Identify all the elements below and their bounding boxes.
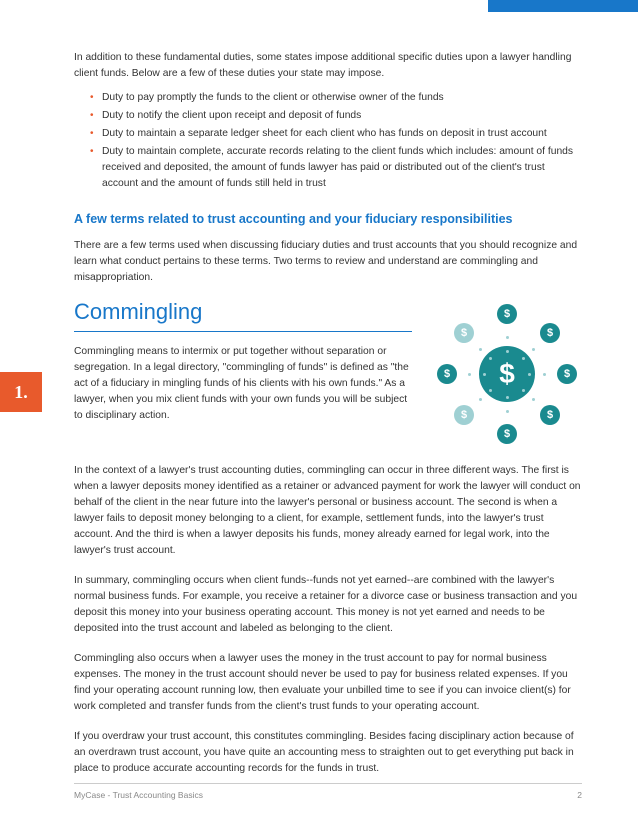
connector-dot	[506, 336, 509, 339]
connector-dot	[479, 398, 482, 401]
connector-dot	[489, 389, 492, 392]
dollar-icon: $	[454, 405, 474, 425]
paragraph-5: If you overdraw your trust account, this…	[74, 729, 582, 777]
term-heading: Commingling	[74, 299, 412, 325]
dollar-icon: $	[497, 424, 517, 444]
paragraph-3: In summary, commingling occurs when clie…	[74, 573, 582, 637]
dollar-icon: $	[540, 323, 560, 343]
connector-dot	[543, 373, 546, 376]
list-item: Duty to notify the client upon receipt a…	[90, 108, 582, 124]
connector-dot	[506, 410, 509, 413]
section-number-label: 1.	[14, 382, 28, 403]
intro-paragraph: In addition to these fundamental duties,…	[74, 50, 582, 82]
connector-dot	[532, 398, 535, 401]
dollar-icon: $	[497, 304, 517, 324]
term-text-block: Commingling Commingling means to intermi…	[74, 299, 412, 424]
money-diagram: $ $$$$$$$$	[432, 299, 582, 449]
connector-dot	[532, 348, 535, 351]
dollar-icon: $	[540, 405, 560, 425]
section-heading: A few terms related to trust accounting …	[74, 212, 582, 226]
connector-dot	[522, 389, 525, 392]
connector-dot	[479, 348, 482, 351]
page-footer: MyCase - Trust Accounting Basics 2	[74, 783, 582, 800]
dollar-icon: $	[437, 364, 457, 384]
connector-dot	[506, 396, 509, 399]
connector-dot	[468, 373, 471, 376]
section-number-tab: 1.	[0, 372, 42, 412]
footer-page-number: 2	[577, 790, 582, 800]
dollar-icon: $	[479, 346, 535, 402]
term-row: Commingling Commingling means to intermi…	[74, 299, 582, 449]
list-item: Duty to maintain complete, accurate reco…	[90, 144, 582, 192]
paragraph-4: Commingling also occurs when a lawyer us…	[74, 651, 582, 715]
connector-dot	[506, 350, 509, 353]
term-paragraph-1: Commingling means to intermix or put tog…	[74, 344, 412, 424]
page-content: In addition to these fundamental duties,…	[0, 0, 638, 821]
list-item: Duty to pay promptly the funds to the cl…	[90, 90, 582, 106]
dollar-icon: $	[557, 364, 577, 384]
connector-dot	[483, 373, 486, 376]
dollar-icon: $	[454, 323, 474, 343]
list-item: Duty to maintain a separate ledger sheet…	[90, 126, 582, 142]
term-underline	[74, 331, 412, 332]
duties-list: Duty to pay promptly the funds to the cl…	[74, 90, 582, 192]
section-intro-paragraph: There are a few terms used when discussi…	[74, 238, 582, 286]
paragraph-2: In the context of a lawyer's trust accou…	[74, 463, 582, 559]
footer-title: MyCase - Trust Accounting Basics	[74, 790, 203, 800]
